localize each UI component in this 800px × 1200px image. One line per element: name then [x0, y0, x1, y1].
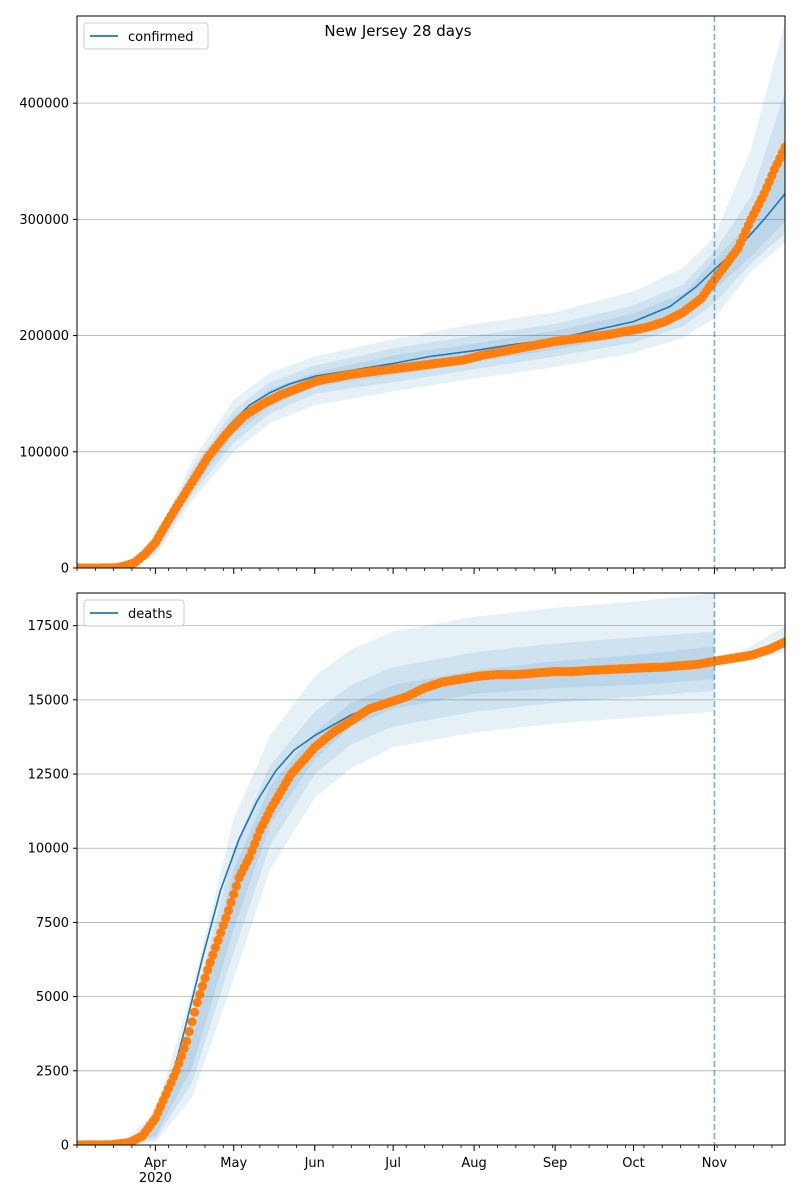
plot-area — [77, 21, 785, 568]
observed-point — [221, 913, 231, 923]
observed-point — [182, 1036, 192, 1046]
observed-point — [197, 981, 207, 991]
observed-point — [229, 889, 239, 899]
observed-point — [192, 997, 202, 1008]
uncertainty-band — [77, 21, 785, 568]
legend-label: confirmed — [128, 30, 194, 45]
observed-point — [216, 928, 226, 938]
deaths-panel: 0 2500 5000 7500 10000 12500 15000 17500 Apr2020… — [28, 592, 786, 1186]
observed-point — [231, 881, 241, 891]
uncertainty-band — [77, 138, 785, 568]
legend-box — [83, 599, 185, 627]
observed-point — [226, 897, 236, 908]
x-tick-label: Oct — [622, 1156, 644, 1171]
observed-point — [208, 950, 218, 960]
y-tick-label: 2500 — [36, 1064, 69, 1079]
observed-point — [223, 905, 234, 916]
observed-point — [213, 935, 223, 945]
x-tick-label: Jun — [304, 1156, 325, 1171]
y-tick-label: 12500 — [28, 768, 69, 783]
observed-point — [179, 1043, 189, 1054]
y-tick-label: 17500 — [28, 619, 69, 634]
observed-point — [174, 1058, 184, 1068]
observed-point — [187, 1017, 197, 1027]
y-tick-label: 5000 — [36, 990, 69, 1005]
observed-point — [780, 142, 785, 152]
observed-point — [218, 920, 228, 931]
y-tick-label: 7500 — [36, 916, 69, 931]
y-tick-label: 400000 — [19, 97, 69, 112]
legend-label: deaths — [128, 607, 173, 622]
x-tick-label: Nov — [702, 1156, 728, 1171]
observed-point — [190, 1007, 200, 1017]
axes-frame — [76, 592, 786, 1146]
legend: deaths — [83, 599, 185, 627]
y-tick-label: 0 — [61, 1139, 69, 1154]
observed-point — [205, 957, 215, 968]
x-tick-label: Jul — [384, 1156, 401, 1171]
plot-area — [77, 593, 785, 1145]
observed-point — [171, 1066, 181, 1076]
chart-title: New Jersey 28 days — [324, 22, 471, 40]
axes-frame — [76, 15, 786, 569]
x-tick-label: May — [220, 1156, 247, 1171]
observed-point — [780, 637, 785, 647]
observed-point — [200, 973, 210, 983]
legend: confirmed — [83, 22, 209, 50]
legend-box — [83, 22, 209, 50]
observed-point — [210, 943, 221, 953]
x-tick-label: Aug — [461, 1156, 486, 1171]
y-tick-label: 200000 — [19, 329, 69, 344]
observed-point — [184, 1026, 194, 1037]
observed-point — [176, 1051, 187, 1061]
confirmed-panel: 0 100000 200000 300000 400000 confirmed — [19, 15, 786, 577]
x-tick-label: Apr — [144, 1156, 167, 1171]
observed-point — [203, 965, 213, 975]
y-tick-label: 100000 — [19, 445, 69, 460]
x-tick-label: Sep — [543, 1156, 568, 1171]
y-tick-label: 300000 — [19, 213, 69, 228]
observed-point — [195, 989, 205, 1000]
y-tick-label: 10000 — [28, 842, 69, 857]
y-tick-label: 15000 — [28, 693, 69, 708]
uncertainty-band — [77, 631, 715, 1145]
x-tick-label: 2020 — [139, 1171, 172, 1186]
y-tick-label: 0 — [61, 562, 69, 577]
